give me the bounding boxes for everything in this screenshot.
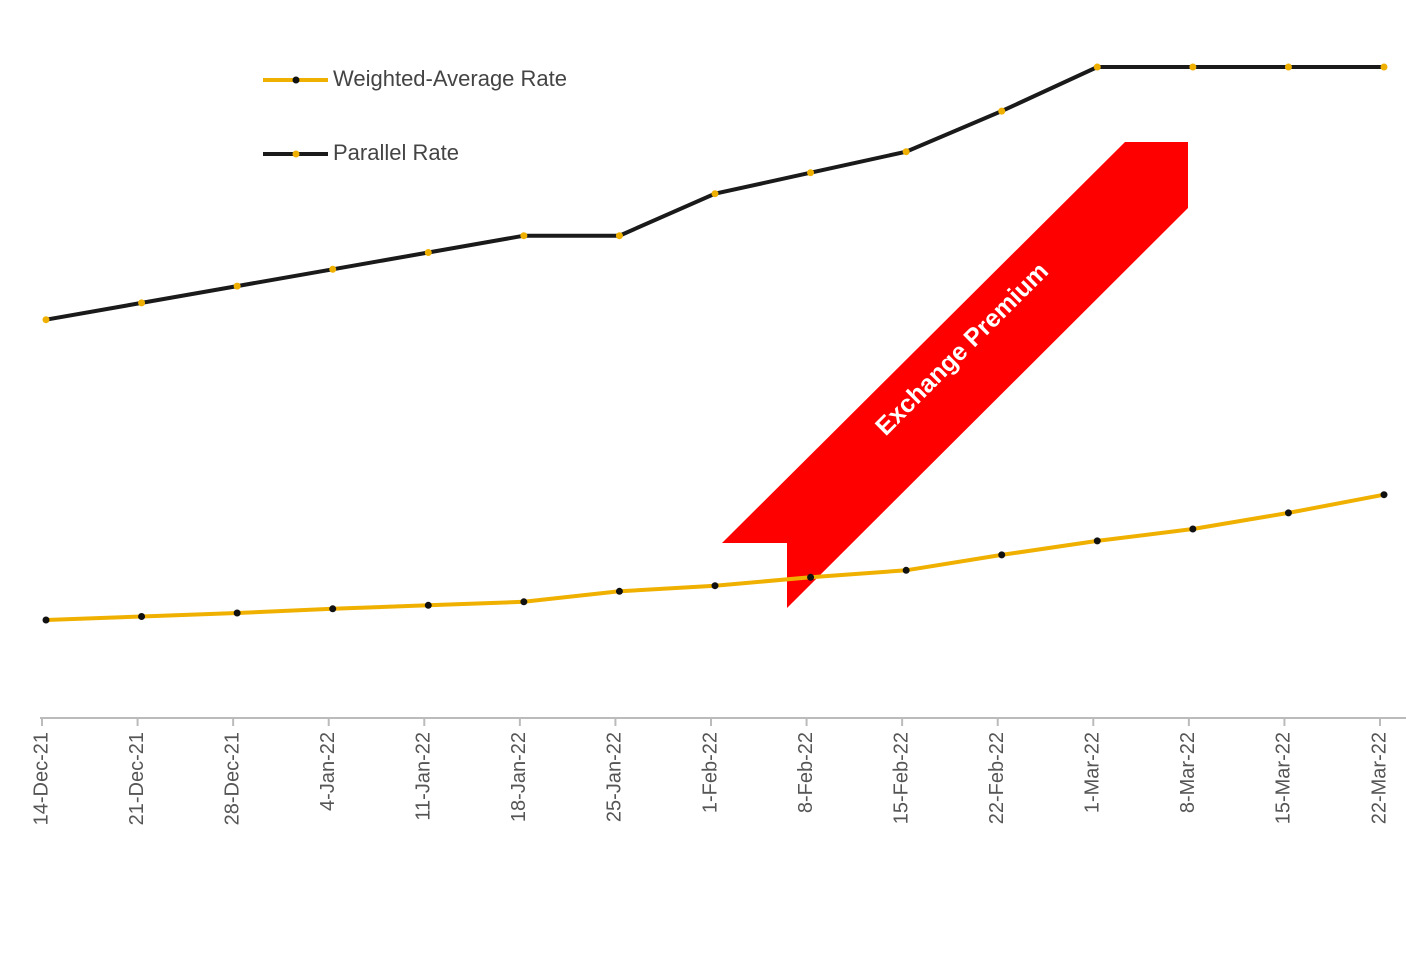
point — [329, 265, 337, 273]
x-tick-label: 15-Mar-22 — [1273, 732, 1295, 824]
point — [615, 587, 623, 595]
point — [329, 605, 337, 613]
point — [233, 282, 241, 290]
point — [424, 249, 432, 256]
x-tick-label: 8-Feb-22 — [795, 732, 817, 813]
point — [138, 613, 146, 620]
legend-marker — [292, 76, 300, 84]
point — [520, 598, 528, 606]
point — [1284, 63, 1292, 71]
premium-arrow — [722, 142, 1188, 608]
point — [138, 299, 146, 307]
x-tick-label: 14-Dec-21 — [30, 732, 52, 825]
x-tick-label: 8-Mar-22 — [1177, 732, 1199, 813]
x-tick-label: 25-Jan-22 — [604, 732, 626, 822]
x-tick-label: 15-Feb-22 — [890, 732, 912, 824]
point — [807, 169, 815, 177]
series-line — [45, 492, 1385, 622]
point — [711, 582, 719, 590]
x-tick-label: 4-Jan-22 — [317, 732, 339, 811]
point — [1189, 525, 1197, 533]
point — [520, 232, 528, 240]
point — [1380, 491, 1388, 499]
point — [998, 107, 1006, 115]
x-tick-label: 28-Dec-21 — [221, 732, 243, 825]
point — [902, 566, 910, 574]
x-tick-label: 22-Feb-22 — [986, 732, 1008, 824]
x-tick-label: 1-Mar-22 — [1082, 732, 1104, 813]
x-tick-label: 22-Mar-22 — [1368, 732, 1390, 824]
point — [424, 601, 432, 609]
point — [1093, 537, 1101, 545]
point — [998, 551, 1006, 559]
point — [902, 148, 910, 156]
legend-marker — [292, 150, 300, 158]
legend-label: Weighted-Average Rate — [333, 66, 567, 91]
x-tick-label: 1-Feb-22 — [699, 732, 721, 813]
point — [42, 616, 50, 624]
point — [807, 573, 815, 581]
point — [1284, 509, 1292, 517]
x-tick-label: 21-Dec-21 — [126, 732, 148, 825]
point — [711, 190, 719, 198]
point — [233, 609, 241, 617]
point — [1093, 63, 1101, 71]
point — [1189, 63, 1197, 71]
point — [615, 232, 623, 240]
x-tick-label: 11-Jan-22 — [413, 732, 435, 821]
x-tick-label: 18-Jan-22 — [508, 732, 530, 822]
legend-label: Parallel Rate — [333, 140, 459, 165]
point — [1380, 63, 1388, 71]
point — [42, 316, 50, 324]
